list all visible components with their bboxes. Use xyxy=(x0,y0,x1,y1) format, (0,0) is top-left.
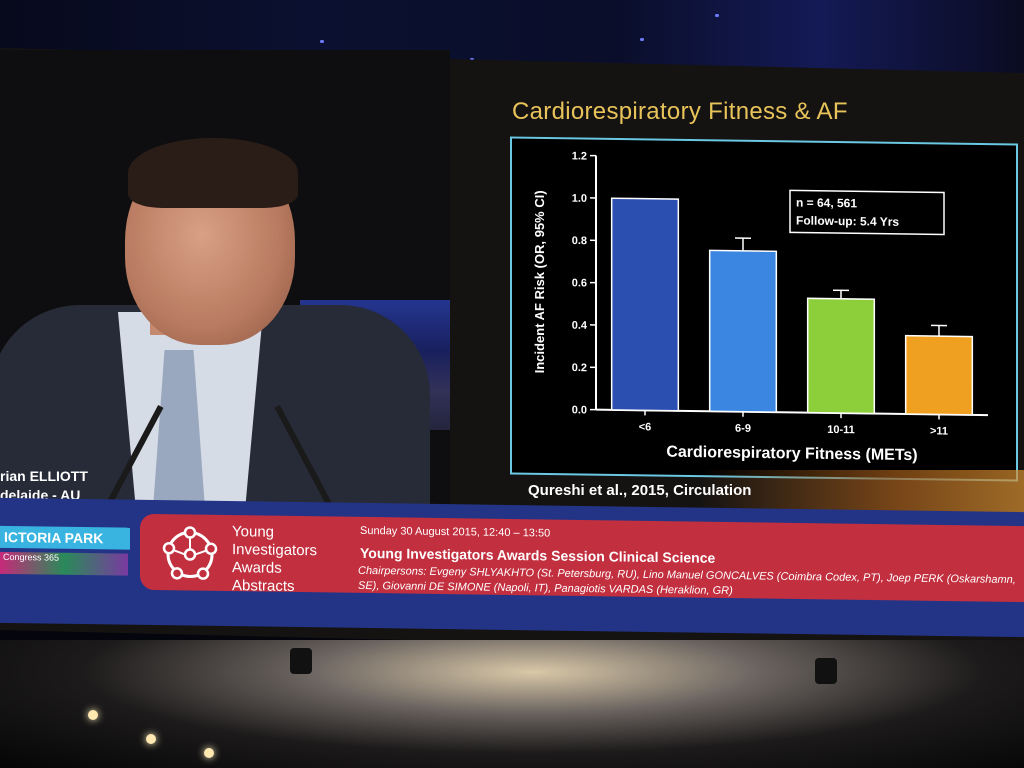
session-banner: ICTORIA PARK Congress 365 Young Investig… xyxy=(0,497,1024,638)
session-chairs: Chairpersons: Evgeny SHLYAKHTO (St. Pete… xyxy=(358,564,1016,598)
bar xyxy=(904,334,974,416)
bar xyxy=(610,197,680,412)
session-title: Young Investigators Awards Session Clini… xyxy=(360,544,716,566)
stage-light xyxy=(320,40,324,43)
congress-tag: Congress 365 xyxy=(0,551,128,576)
y-tick-label: 0.8 xyxy=(572,235,587,247)
program-line: Awards xyxy=(232,559,282,577)
speaker-video: rian ELLIOTT delaide - AU xyxy=(0,50,450,505)
ceiling-bulb xyxy=(204,748,214,758)
y-tick-label: 1.2 xyxy=(572,150,587,162)
bar xyxy=(708,249,778,413)
program-name: Young Investigators Awards Abstracts xyxy=(232,523,317,596)
x-tick-label: 10-11 xyxy=(827,424,855,436)
spotlight-icon xyxy=(290,648,312,674)
slide-citation: Qureshi et al., 2015, Circulation xyxy=(528,482,752,499)
spotlight-icon xyxy=(815,658,837,684)
ceiling-bulb xyxy=(146,734,156,744)
speaker-name: rian ELLIOTT xyxy=(0,468,88,484)
chart-frame: 0.0 0.2 0.4 0.6 0.8 1.0 1.2 <6 6-9 10-11 >11 Cardio… xyxy=(510,136,1018,482)
y-tick-label: 0.2 xyxy=(572,362,587,374)
program-line: Young xyxy=(232,523,274,541)
program-line: Abstracts xyxy=(232,577,295,595)
stage-light xyxy=(715,14,719,17)
slide-title: Cardiorespiratory Fitness & AF xyxy=(512,98,848,125)
y-tick-label: 0.6 xyxy=(572,277,587,289)
bar xyxy=(806,297,876,415)
y-tick-label: 0.4 xyxy=(572,320,588,332)
room-label: ICTORIA PARK xyxy=(0,525,130,550)
y-tick-label: 0.0 xyxy=(572,404,587,416)
ceiling-bulb xyxy=(88,710,98,720)
annotation-box xyxy=(789,189,945,236)
x-axis-label: Cardiorespiratory Fitness (METs) xyxy=(666,444,917,465)
stage-floor xyxy=(0,640,1024,768)
stage-light xyxy=(640,38,644,41)
x-tick-label: >11 xyxy=(930,425,948,437)
session-date: Sunday 30 August 2015, 12:40 – 13:50 xyxy=(360,524,551,540)
session-bar: Young Investigators Awards Abstracts Sun… xyxy=(140,513,1024,603)
annotation-text: Follow-up: 5.4 Yrs xyxy=(796,213,899,228)
speaker-hair xyxy=(128,138,298,208)
x-tick-label: 6-9 xyxy=(735,423,751,435)
annotation-text: n = 64, 561 xyxy=(796,195,857,210)
y-axis-label: Incident AF Risk (OR, 95% CI) xyxy=(532,190,547,373)
program-line: Investigators xyxy=(232,541,318,560)
network-logo-icon xyxy=(162,526,218,580)
y-tick-label: 1.0 xyxy=(572,193,587,205)
bar-chart: 0.0 0.2 0.4 0.6 0.8 1.0 1.2 <6 6-9 10-11 >11 Cardio… xyxy=(532,150,988,465)
x-tick-label: <6 xyxy=(639,421,652,433)
